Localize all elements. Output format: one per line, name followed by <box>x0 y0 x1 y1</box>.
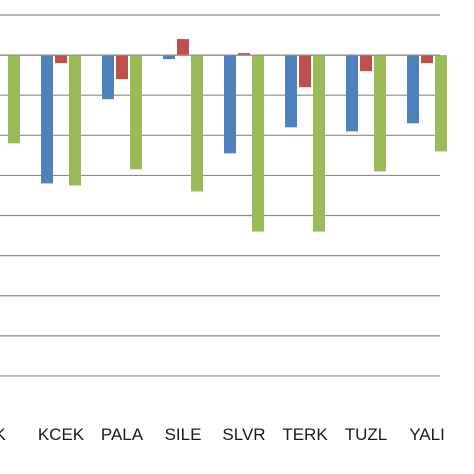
bar-sile-series-2 <box>177 39 189 56</box>
bar-kcek-series-2 <box>55 55 67 64</box>
bar-slvr-series-1 <box>224 55 236 154</box>
tick-label-pala: PALA <box>101 425 144 444</box>
tick-label-sile: SILE <box>165 425 202 444</box>
tick-label-slvr: SLVR <box>222 425 265 444</box>
bar-tuzl-series-1 <box>346 55 358 132</box>
bar-pala-series-2 <box>116 55 128 80</box>
bar-terk-series-1 <box>285 55 297 128</box>
tick-label-k: K <box>0 425 6 444</box>
bar-k-series-3 <box>8 55 20 144</box>
bar-kcek-series-1 <box>41 55 53 184</box>
bar-sile-series-3 <box>191 55 203 192</box>
bar-terk-series-3 <box>313 55 325 232</box>
bars <box>0 39 447 232</box>
tick-label-kcek: KCEK <box>38 425 85 444</box>
bar-terk-series-2 <box>299 55 311 88</box>
bar-tuzl-series-3 <box>374 55 386 172</box>
bar-pala-series-1 <box>102 55 114 100</box>
bar-kcek-series-3 <box>69 55 81 186</box>
bar-slvr-series-2 <box>238 53 250 56</box>
bar-slvr-series-3 <box>252 55 264 232</box>
bar-pala-series-3 <box>130 55 142 170</box>
tick-label-yali: YALI <box>409 425 445 444</box>
bar-tuzl-series-2 <box>360 55 372 72</box>
bar-yali-series-1 <box>407 55 419 124</box>
category-labels: K KCEK PALA SILE SLVR TERK TUZL YALI <box>0 425 445 444</box>
bar-yali-series-2 <box>421 55 433 64</box>
bar-sile-series-1 <box>163 55 175 60</box>
tick-label-terk: TERK <box>282 425 328 444</box>
bar-yali-series-3 <box>435 55 447 152</box>
tick-label-tuzl: TUZL <box>345 425 388 444</box>
